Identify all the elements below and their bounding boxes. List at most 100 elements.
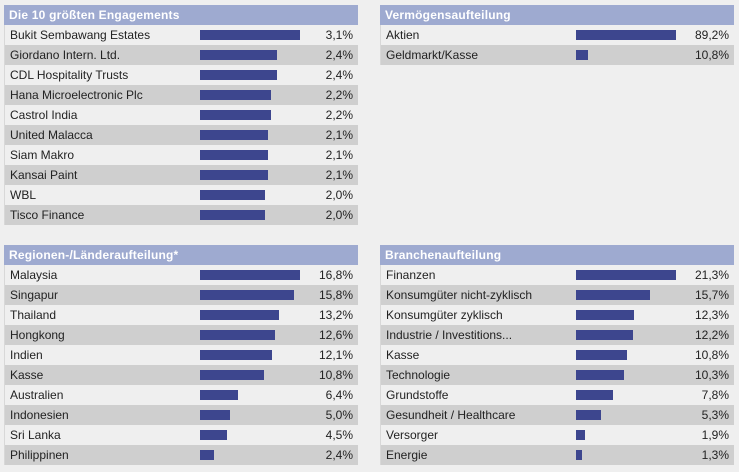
row-label: Kasse [386,348,420,362]
table-row: Kasse 10,8% [5,365,358,385]
row-value: 12,2% [694,328,729,342]
row-label: Indien [10,348,43,362]
row-value: 3,1% [325,28,353,42]
value-bar [200,150,268,160]
row-label: Konsumgüter nicht-zyklisch [386,288,533,302]
panel-assets: Vermögensaufteilung Aktien 89,2% Geldmarkt… [380,5,734,65]
row-label: Finanzen [386,268,436,282]
value-bar [576,450,582,460]
value-bar [576,50,588,60]
table-row: Philippinen 2,4% [5,445,358,465]
value-bar [200,350,272,360]
row-value: 2,0% [325,208,353,222]
row-value: 2,0% [325,188,353,202]
value-bar [200,270,300,280]
value-bar [200,370,264,380]
table-row: Siam Makro 2,1% [5,145,358,165]
row-value: 7,8% [701,388,729,402]
row-label: Singapur [10,288,59,302]
row-value: 6,4% [325,388,353,402]
value-bar [576,370,624,380]
table-row: Sri Lanka 4,5% [5,425,358,445]
row-label: Versorger [386,428,439,442]
row-label: Tisco Finance [10,208,85,222]
row-label: Gesundheit / Healthcare [386,408,516,422]
value-bar [200,210,265,220]
value-bar [200,390,238,400]
value-bar [200,30,300,40]
row-label: Australien [10,388,64,402]
row-label: United Malacca [10,128,93,142]
table-row: Thailand 13,2% [5,305,358,325]
row-value: 2,1% [325,148,353,162]
value-bar [200,70,277,80]
row-value: 2,1% [325,168,353,182]
table-row: Kasse 10,8% [381,345,734,365]
row-value: 4,5% [325,428,353,442]
row-value: 2,4% [325,68,353,82]
table-row: Tisco Finance 2,0% [5,205,358,225]
row-value: 2,2% [325,108,353,122]
value-bar [576,350,627,360]
table-row: Gesundheit / Healthcare 5,3% [381,405,734,425]
row-label: CDL Hospitality Trusts [10,68,129,82]
panel-title: Regionen-/Länderaufteilung* [4,245,358,265]
value-bar [200,90,271,100]
row-label: Malaysia [10,268,58,282]
row-label: WBL [10,188,37,202]
table-row: Konsumgüter zyklisch 12,3% [381,305,734,325]
value-bar [200,170,268,180]
table-row: Singapur 15,8% [5,285,358,305]
table-row: Castrol India 2,2% [5,105,358,125]
row-label: Sri Lanka [10,428,61,442]
table-row: Kansai Paint 2,1% [5,165,358,185]
value-bar [576,30,676,40]
row-value: 1,3% [701,448,729,462]
value-bar [576,410,601,420]
row-value: 10,3% [694,368,729,382]
row-value: 2,4% [325,48,353,62]
value-bar [200,410,230,420]
value-bar [200,330,275,340]
table-row: Versorger 1,9% [381,425,734,445]
panel-top10: Die 10 größten Engagements Bukit Sembawa… [4,5,358,225]
row-label: Aktien [386,28,420,42]
value-bar [200,310,279,320]
row-value: 16,8% [318,268,353,282]
row-value: 13,2% [318,308,353,322]
value-bar [576,290,650,300]
row-label: Philippinen [10,448,69,462]
panel-sectors: Branchenaufteilung Finanzen 21,3% Konsumgü… [380,245,734,465]
row-label: Konsumgüter zyklisch [386,308,503,322]
row-label: Kansai Paint [10,168,78,182]
row-value: 15,7% [694,288,729,302]
row-value: 10,8% [694,48,729,62]
table-row: Finanzen 21,3% [381,265,734,285]
table-row: Aktien 89,2% [381,25,734,45]
row-label: Castrol India [10,108,78,122]
row-value: 12,1% [318,348,353,362]
row-label: Hana Microelectronic Plc [10,88,143,102]
row-value: 12,6% [318,328,353,342]
row-label: Geldmarkt/Kasse [386,48,479,62]
row-label: Giordano Intern. Ltd. [10,48,121,62]
row-value: 10,8% [694,348,729,362]
value-bar [200,190,265,200]
table-row: Geldmarkt/Kasse 10,8% [381,45,734,65]
row-value: 2,4% [325,448,353,462]
row-label: Kasse [10,368,44,382]
row-value: 21,3% [694,268,729,282]
row-label: Indonesien [10,408,69,422]
table-row: Konsumgüter nicht-zyklisch 15,7% [381,285,734,305]
row-label: Thailand [10,308,57,322]
table-row: Bukit Sembawang Estates 3,1% [5,25,358,45]
table-row: Australien 6,4% [5,385,358,405]
row-value: 5,0% [325,408,353,422]
row-label: Bukit Sembawang Estates [10,28,151,42]
value-bar [200,50,277,60]
table-row: Technologie 10,3% [381,365,734,385]
row-label: Hongkong [10,328,65,342]
table-row: Grundstoffe 7,8% [381,385,734,405]
table-row: Giordano Intern. Ltd. 2,4% [5,45,358,65]
table-row: Indien 12,1% [5,345,358,365]
